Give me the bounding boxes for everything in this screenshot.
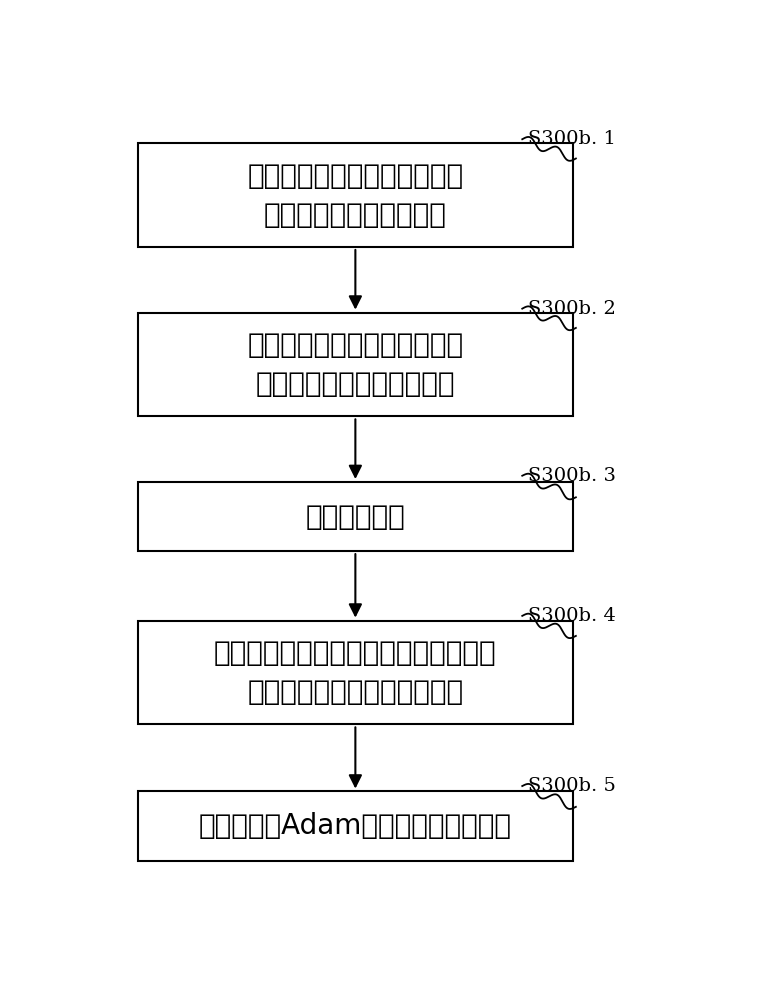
Text: 获取损失函数: 获取损失函数 [305,503,405,531]
Text: 交替更新新生成器结果图像和新输出结
果，至损失函数达到近似收敛: 交替更新新生成器结果图像和新输出结 果，至损失函数达到近似收敛 [214,639,497,706]
Text: 基于新生成器结果图像，训练
判别器，并得到新输出结果: 基于新生成器结果图像，训练 判别器，并得到新输出结果 [248,331,464,398]
Text: S300b. 1: S300b. 1 [528,130,616,148]
Text: S300b. 2: S300b. 2 [528,300,616,318]
Text: 基于预设的Adam优化器优化损失函数: 基于预设的Adam优化器优化损失函数 [199,812,512,840]
Text: 基于输出结果，训练生成器，
并得到新生成器结果图像: 基于输出结果，训练生成器， 并得到新生成器结果图像 [248,162,464,229]
Bar [138,620,573,724]
Bar [138,482,573,551]
Bar [138,791,573,861]
Text: S300b. 4: S300b. 4 [528,607,616,625]
Text: S300b. 3: S300b. 3 [528,467,616,485]
Bar [138,143,573,247]
Bar [138,312,573,416]
Text: S300b. 5: S300b. 5 [528,777,616,795]
